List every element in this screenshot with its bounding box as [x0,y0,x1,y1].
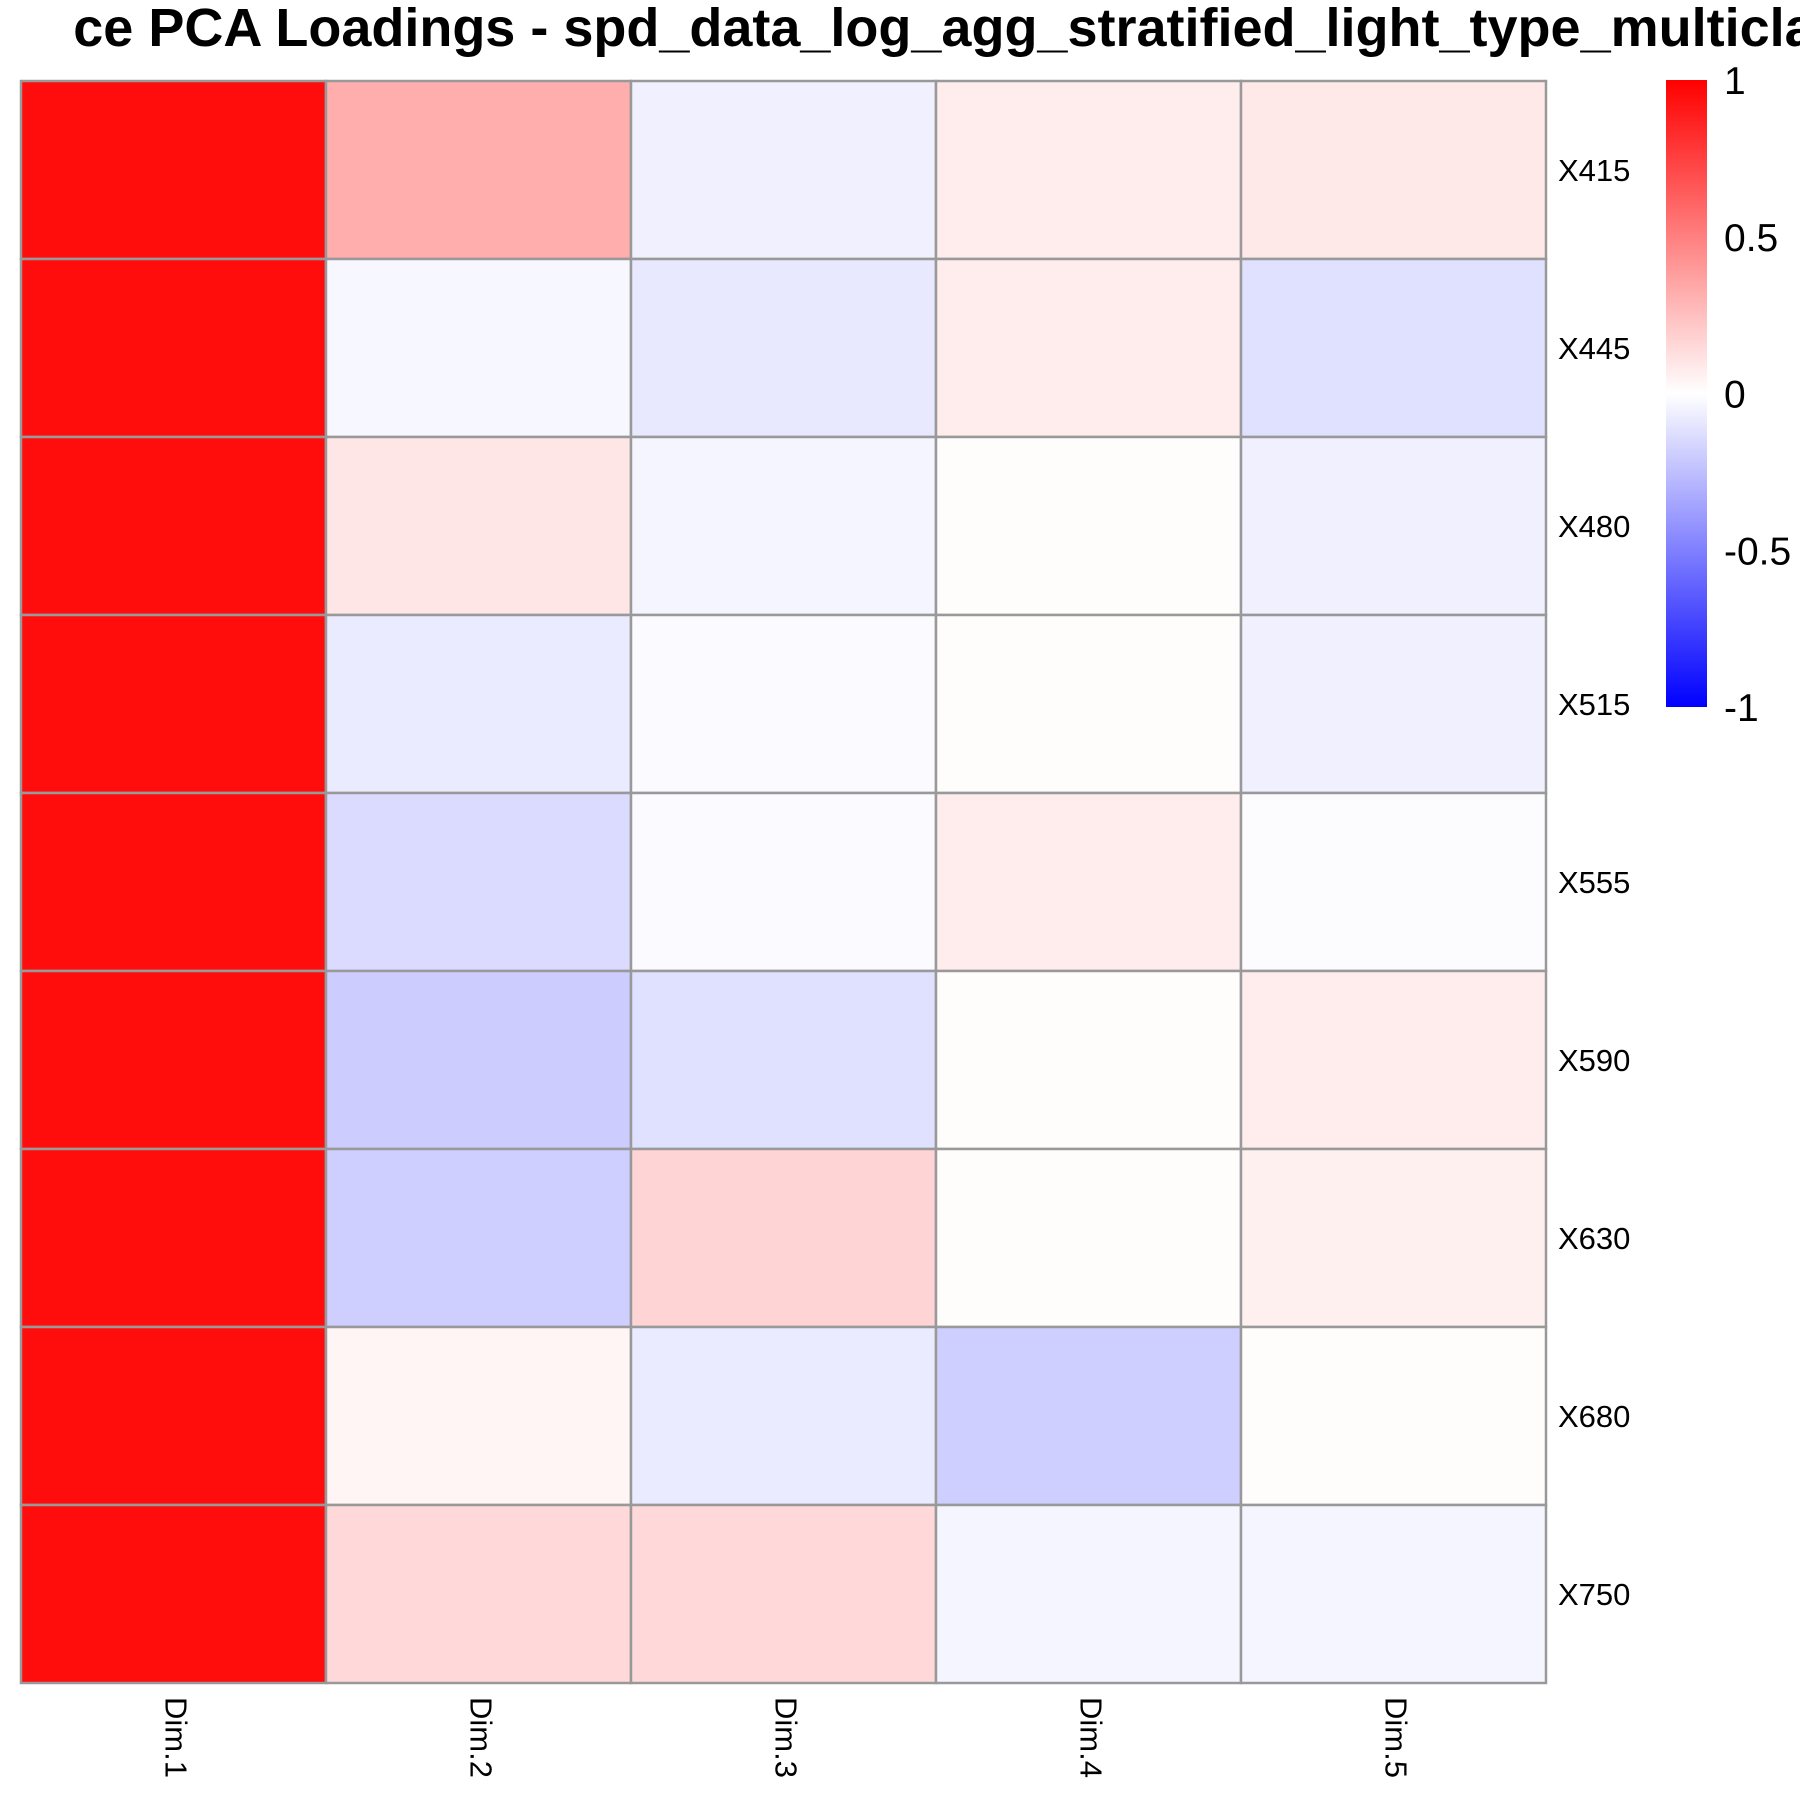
heatmap-cell-X480-Dim.4 [934,435,1243,617]
heatmap-cell-X445-Dim.3 [629,257,938,439]
row-label-X680: X680 [1558,1399,1630,1434]
heatmap-cell-X590-Dim.3 [629,969,938,1151]
legend-tick-label: 0 [1724,374,1746,417]
heatmap-cell-X415-Dim.1 [19,79,328,261]
column-label-Dim.2: Dim.2 [463,1697,498,1778]
chart-title: ce PCA Loadings - spd_data_log_agg_strat… [73,0,1800,58]
heatmap-cells [19,79,1548,1685]
row-label-X445: X445 [1558,331,1630,366]
legend-tick-label: 0.5 [1724,217,1778,260]
heatmap-cell-X415-Dim.4 [934,79,1243,261]
row-label-X630: X630 [1558,1221,1630,1256]
heatmap-cell-X555-Dim.3 [629,791,938,973]
heatmap-cell-X515-Dim.1 [19,613,328,795]
heatmap-cell-X515-Dim.3 [629,613,938,795]
heatmap-cell-X680-Dim.5 [1239,1325,1548,1507]
heatmap-cell-X630-Dim.3 [629,1147,938,1329]
legend-tick-label: -0.5 [1724,530,1791,573]
heatmap-cell-X590-Dim.5 [1239,969,1548,1151]
heatmap-cell-X480-Dim.3 [629,435,938,617]
heatmap-cell-X415-Dim.2 [324,79,633,261]
legend-tick-label: 1 [1724,60,1746,103]
heatmap-cell-X555-Dim.2 [324,791,633,973]
heatmap-cell-X750-Dim.1 [19,1503,328,1685]
heatmap-cell-X630-Dim.4 [934,1147,1243,1329]
column-label-Dim.1: Dim.1 [158,1697,193,1778]
row-label-X590: X590 [1558,1043,1630,1078]
color-legend: 1 0.5 0 -0.5 -1 [1666,60,1791,730]
column-label-Dim.5: Dim.5 [1378,1697,1413,1778]
heatmap-cell-X515-Dim.4 [934,613,1243,795]
legend-tick-label: -1 [1724,687,1759,730]
heatmap-cell-X750-Dim.4 [934,1503,1243,1685]
heatmap-cell-X680-Dim.1 [19,1325,328,1507]
heatmap-cell-X415-Dim.5 [1239,79,1548,261]
heatmap-cell-X630-Dim.5 [1239,1147,1548,1329]
heatmap-cell-X630-Dim.1 [19,1147,328,1329]
heatmap-cell-X555-Dim.1 [19,791,328,973]
heatmap-cell-X590-Dim.4 [934,969,1243,1151]
heatmap-cell-X680-Dim.4 [934,1325,1243,1507]
heatmap-cell-X750-Dim.3 [629,1503,938,1685]
heatmap-cell-X750-Dim.2 [324,1503,633,1685]
heatmap-cell-X515-Dim.5 [1239,613,1548,795]
heatmap-cell-X480-Dim.2 [324,435,633,617]
column-label-Dim.3: Dim.3 [768,1697,803,1778]
heatmap-cell-X555-Dim.4 [934,791,1243,973]
heatmap-cell-X445-Dim.4 [934,257,1243,439]
row-label-X555: X555 [1558,865,1630,900]
heatmap-cell-X750-Dim.5 [1239,1503,1548,1685]
heatmap-cell-X480-Dim.5 [1239,435,1548,617]
heatmap-cell-X445-Dim.5 [1239,257,1548,439]
column-labels: Dim.1 Dim.2 Dim.3 Dim.4 Dim.5 [158,1697,1413,1778]
heatmap-cell-X680-Dim.2 [324,1325,633,1507]
heatmap-cell-X415-Dim.3 [629,79,938,261]
heatmap-cell-X630-Dim.2 [324,1147,633,1329]
heatmap-cell-X445-Dim.1 [19,257,328,439]
heatmap-cell-X515-Dim.2 [324,613,633,795]
row-label-X515: X515 [1558,687,1630,722]
heatmap-cell-X555-Dim.5 [1239,791,1548,973]
legend-color-bar [1666,80,1707,707]
row-labels: X415 X445 X480 X515 X555 X590 X630 X680 X750 [1558,153,1630,1612]
row-label-X415: X415 [1558,153,1630,188]
heatmap-cell-X480-Dim.1 [19,435,328,617]
heatmap-cell-X590-Dim.1 [19,969,328,1151]
row-label-X750: X750 [1558,1577,1630,1612]
heatmap-cell-X680-Dim.3 [629,1325,938,1507]
legend-ticks: 1 0.5 0 -0.5 -1 [1724,60,1791,730]
heatmap-cell-X445-Dim.2 [324,257,633,439]
row-label-X480: X480 [1558,509,1630,544]
heatmap-cell-X590-Dim.2 [324,969,633,1151]
column-label-Dim.4: Dim.4 [1073,1697,1108,1778]
